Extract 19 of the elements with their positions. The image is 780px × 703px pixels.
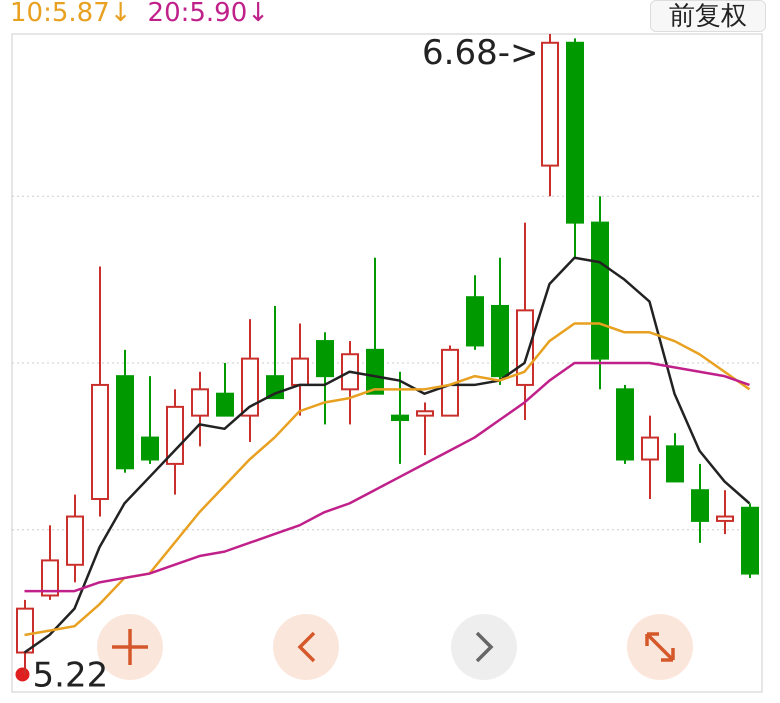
- candlestick: [716, 489, 734, 536]
- candlestick: [591, 195, 609, 390]
- candlestick: [541, 34, 559, 198]
- candlestick: [416, 401, 434, 456]
- text: 10:5.87↓: [10, 0, 132, 28]
- candlestick: [166, 388, 184, 496]
- annotation: 6.68->: [422, 33, 538, 73]
- text: 前复权: [650, 0, 766, 32]
- candlestick: [241, 318, 259, 443]
- annotation: 5.22: [32, 655, 108, 696]
- candlestick: [341, 340, 359, 426]
- candlestick: [641, 414, 659, 500]
- candlestick: [291, 322, 309, 417]
- candlestick: [66, 494, 84, 584]
- candlestick: [91, 265, 109, 518]
- text: 20:5.90↓: [148, 0, 270, 28]
- candlestick: [191, 370, 209, 448]
- candlestick: [691, 462, 709, 544]
- candlestick: [391, 370, 409, 465]
